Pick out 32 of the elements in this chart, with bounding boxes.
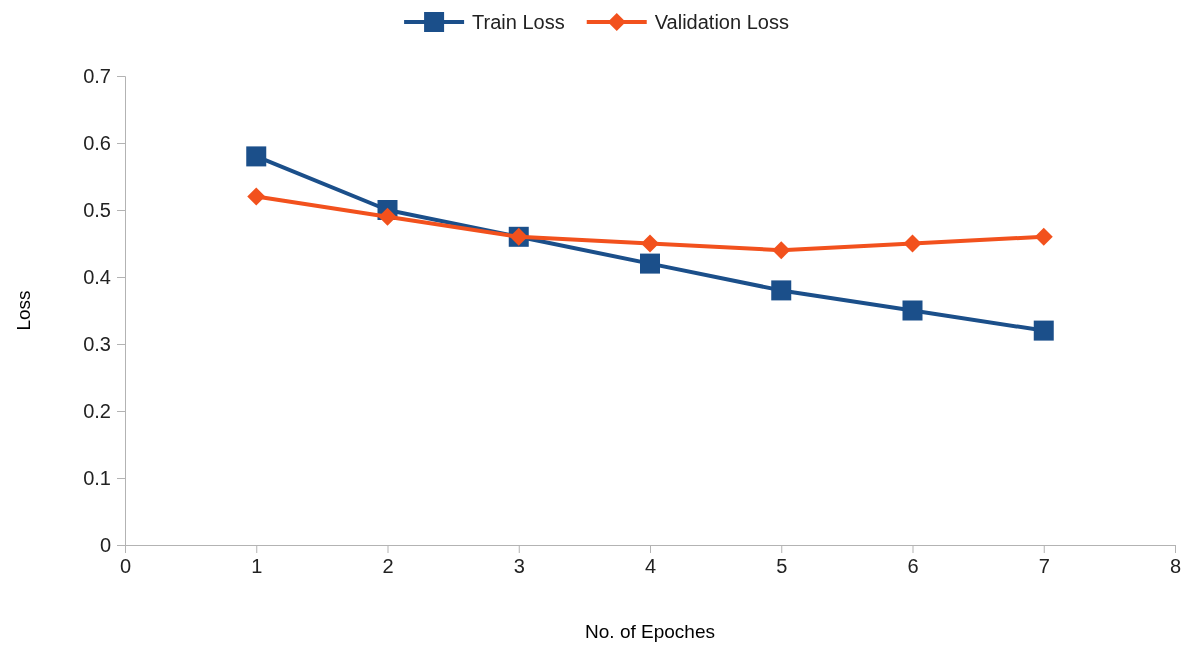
point [1033, 320, 1054, 341]
y-tick-label: 0.6 [83, 131, 111, 154]
x-tick-label: 2 [382, 555, 394, 578]
y-tick-label: 0.1 [83, 466, 111, 489]
y-tick-label: 0.4 [83, 265, 111, 288]
x-tick-label: 8 [1169, 555, 1182, 578]
x-tick-label: 5 [776, 555, 788, 578]
point [640, 253, 660, 274]
point [903, 234, 922, 253]
x-tick-label: 7 [1038, 555, 1050, 578]
x-axis-title: No. of Epoches [585, 621, 715, 642]
point [1034, 227, 1053, 246]
y-tick-label: 0.7 [83, 64, 111, 87]
legend-label: Validation Loss [654, 11, 789, 33]
point [378, 207, 397, 226]
y-tick-label: 0.3 [83, 332, 111, 355]
point [902, 300, 923, 321]
point [247, 187, 266, 206]
point [246, 146, 267, 167]
x-tick-label: 4 [644, 555, 657, 578]
x-tick-label: 0 [119, 555, 132, 578]
legend-label: Train Loss [472, 11, 565, 33]
x-tick-label: 1 [251, 555, 263, 578]
point [772, 241, 791, 260]
x-tick-label: 6 [907, 555, 919, 578]
y-tick-label: 0.5 [83, 198, 111, 221]
y-tick-label: 0.2 [83, 399, 111, 422]
point [641, 234, 659, 253]
y-tick-label: 0 [99, 533, 111, 556]
point [771, 280, 792, 301]
x-tick-label: 3 [513, 555, 525, 578]
y-axis-title: Loss [13, 290, 34, 331]
